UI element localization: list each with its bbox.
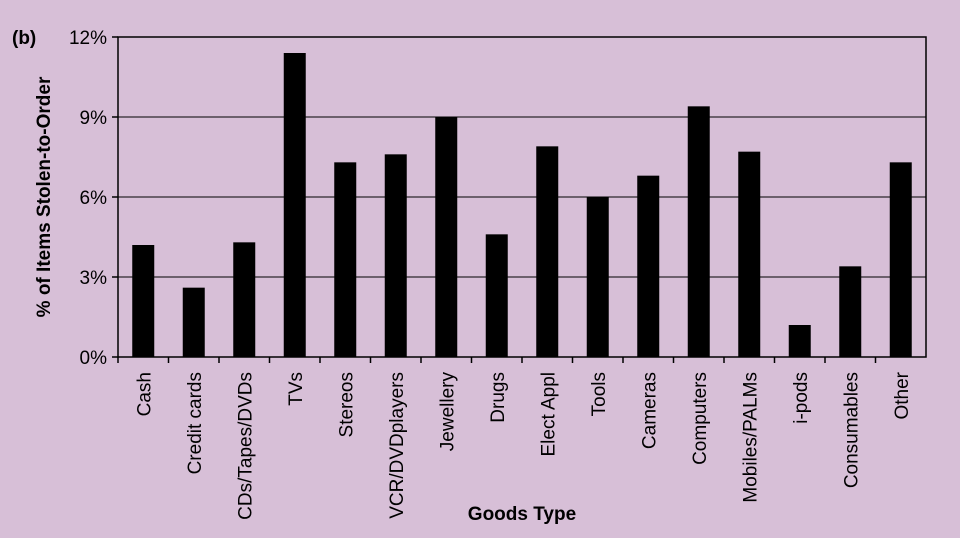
x-tick-label: Jewellery	[437, 372, 458, 452]
x-tick-label: Other	[892, 371, 913, 419]
bar	[788, 325, 811, 357]
x-tick-label: Credit cards	[185, 372, 206, 474]
x-tick-label: Elect Appl	[538, 372, 559, 457]
bar	[889, 162, 912, 357]
y-tick-label: 6%	[80, 188, 108, 209]
bar	[334, 162, 357, 357]
bar	[283, 53, 306, 357]
x-tick-label: Computers	[690, 372, 711, 465]
bar	[586, 197, 609, 357]
bar	[384, 154, 407, 357]
bar	[182, 287, 205, 357]
y-tick-label: 12%	[69, 28, 107, 49]
panel-label: (b)	[12, 28, 36, 49]
bar	[637, 175, 660, 357]
bar	[687, 106, 710, 357]
bar	[132, 245, 155, 357]
x-tick-label: Cameras	[639, 372, 660, 449]
x-tick-label: TVs	[286, 372, 307, 406]
x-tick-label: VCR/DVDplayers	[387, 372, 408, 519]
y-tick-label: 0%	[80, 348, 108, 369]
bar	[435, 117, 458, 357]
bar	[233, 242, 256, 357]
x-tick-label: CDs/Tapes/DVDs	[235, 372, 256, 520]
x-tick-label: Mobiles/PALMs	[740, 372, 761, 503]
x-tick-label: i-pods	[791, 372, 812, 424]
bar	[485, 234, 508, 357]
x-tick-label: Cash	[134, 372, 155, 416]
y-tick-label: 3%	[80, 268, 108, 289]
y-tick-label: 9%	[80, 108, 108, 129]
bars	[132, 53, 912, 357]
x-tick-label: Drugs	[488, 372, 509, 423]
x-axis-title: Goods Type	[468, 504, 576, 525]
x-axis-ticks: Cash Credit cards CDs/Tapes/DVDs TVs Stereos…	[117, 357, 913, 520]
bar	[839, 266, 862, 357]
bar	[738, 151, 761, 357]
y-axis-title: % of Items Stolen-to-Order	[34, 76, 55, 317]
x-tick-label: Stereos	[336, 372, 357, 437]
x-tick-label: Tools	[589, 372, 610, 416]
bar	[536, 146, 559, 357]
x-tick-label: Consumables	[841, 372, 862, 488]
y-axis-ticks: 0% 3% 6% 9% 12%	[69, 28, 118, 369]
